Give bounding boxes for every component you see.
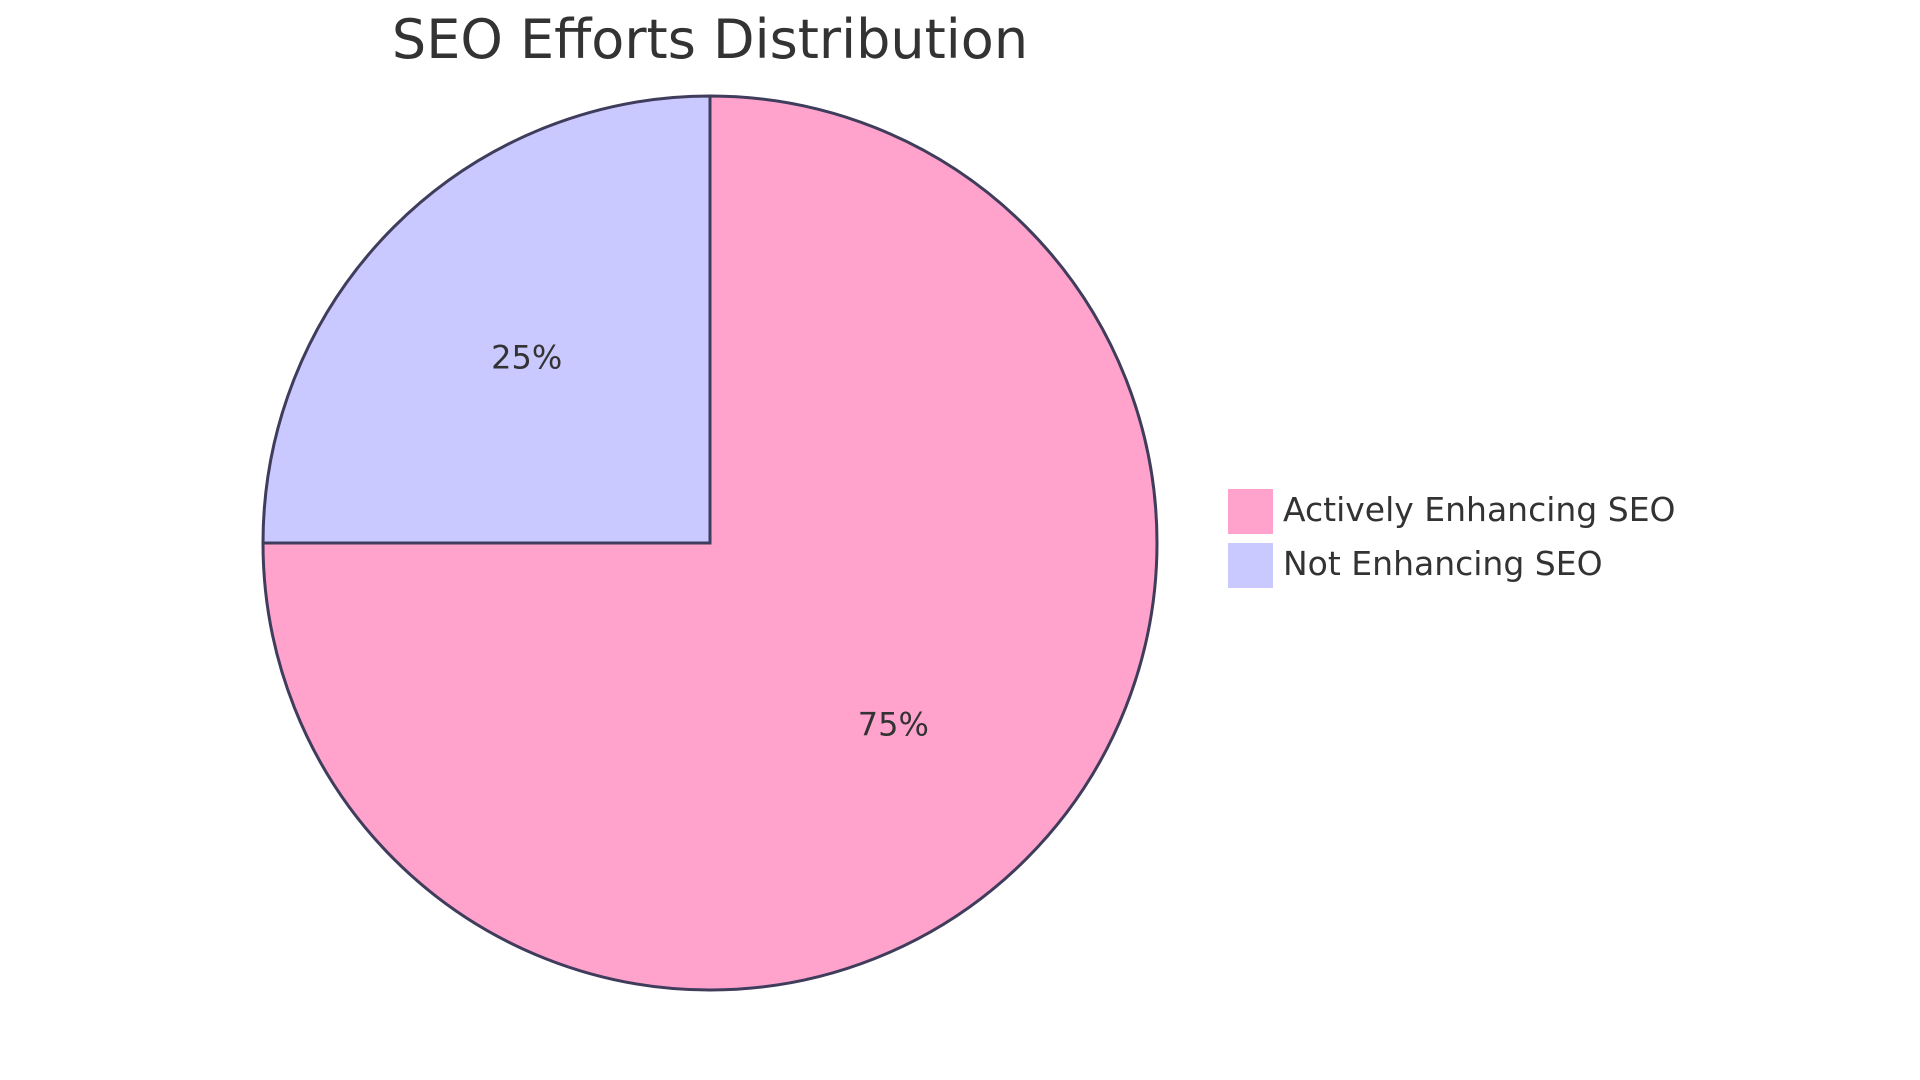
- slice-percent-label: 75%: [858, 705, 929, 743]
- legend-label: Not Enhancing SEO: [1283, 544, 1603, 583]
- slice-percent-label: 25%: [491, 339, 562, 377]
- legend: Actively Enhancing SEO Not Enhancing SEO: [1228, 489, 1676, 588]
- pie-slice-labels: 75% 25%: [491, 339, 929, 744]
- legend-swatch: [1228, 489, 1273, 534]
- pie-slice-not-enhancing-seo: [261, 94, 712, 545]
- legend-swatch: [1228, 543, 1273, 588]
- legend-label: Actively Enhancing SEO: [1283, 490, 1676, 529]
- pie-slices: [261, 94, 1159, 992]
- chart-title: SEO Efforts Distribution: [392, 8, 1028, 71]
